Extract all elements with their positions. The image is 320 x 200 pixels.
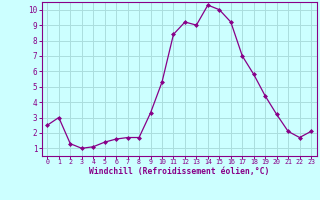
X-axis label: Windchill (Refroidissement éolien,°C): Windchill (Refroidissement éolien,°C) <box>89 167 269 176</box>
